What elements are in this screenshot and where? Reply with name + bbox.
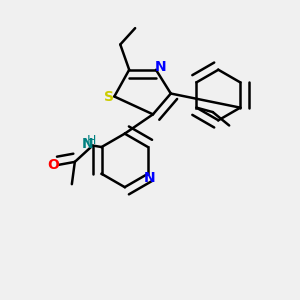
Text: O: O — [47, 158, 59, 172]
Text: N: N — [144, 171, 155, 185]
Text: N: N — [82, 137, 93, 151]
Text: S: S — [104, 89, 114, 103]
Text: N: N — [154, 60, 166, 74]
Text: H: H — [86, 134, 96, 147]
